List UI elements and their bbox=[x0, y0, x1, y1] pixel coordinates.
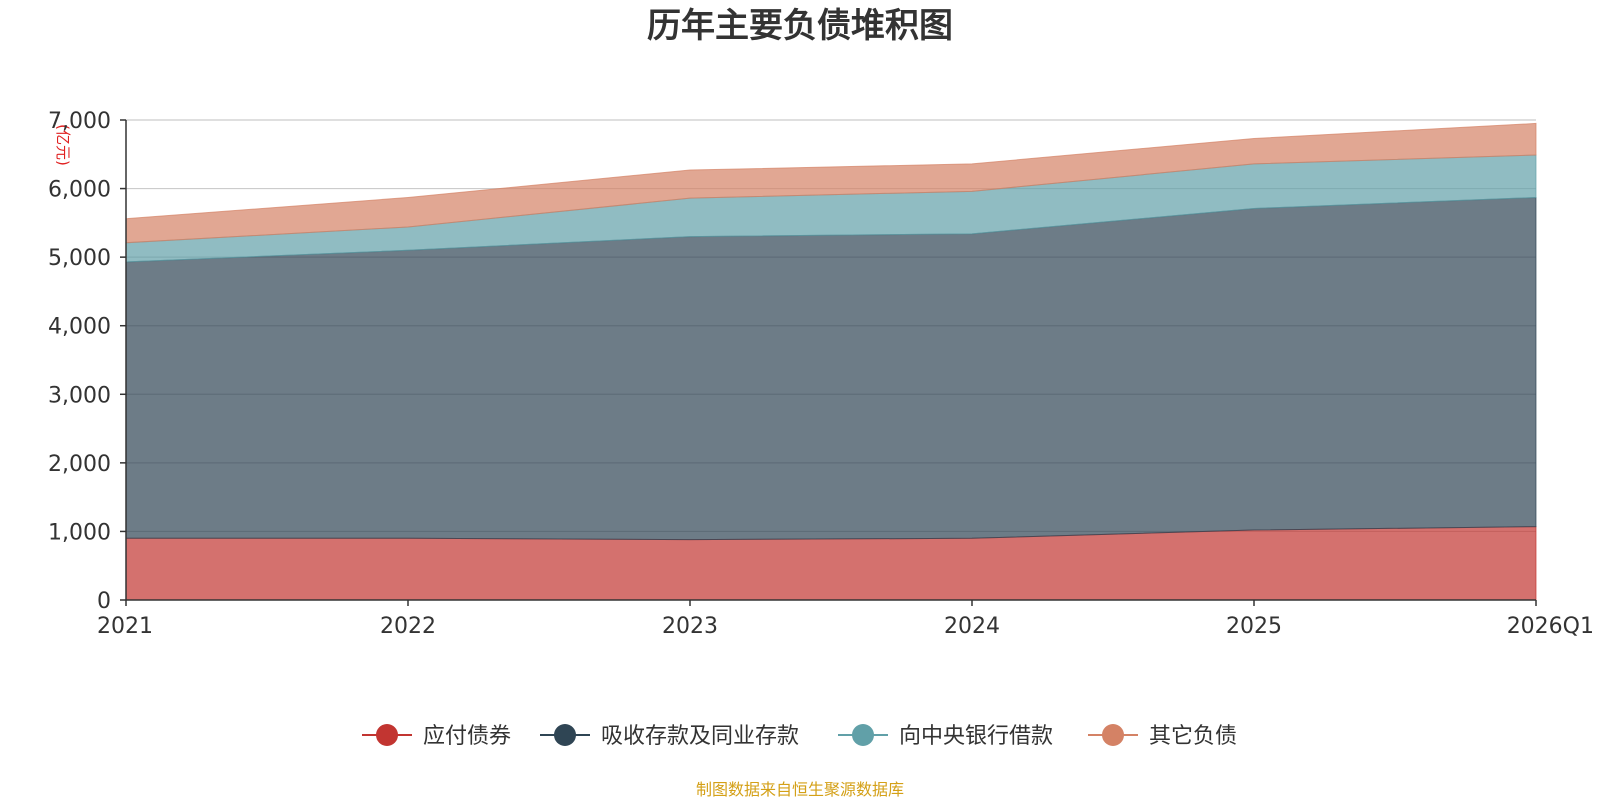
legend-label: 向中央银行借款 bbox=[899, 724, 1053, 749]
x-tick-label: 2026Q1 bbox=[1507, 614, 1594, 639]
legend-marker bbox=[376, 724, 398, 746]
legend-marker bbox=[554, 724, 576, 746]
legend-item-4[interactable]: 其它负债 bbox=[1088, 724, 1237, 749]
series-areas bbox=[125, 122, 1537, 601]
legend-item-2[interactable]: 吸收存款及同业存款 bbox=[540, 724, 799, 749]
legend-label: 吸收存款及同业存款 bbox=[601, 724, 799, 749]
chart-title: 历年主要负债堆积图 bbox=[647, 6, 953, 46]
legend-marker bbox=[852, 724, 874, 746]
x-tick-label: 2021 bbox=[97, 614, 153, 639]
y-tick-label: 5,000 bbox=[48, 246, 111, 271]
x-tick-label: 2022 bbox=[380, 614, 436, 639]
legend-item-3[interactable]: 向中央银行借款 bbox=[838, 724, 1053, 749]
y-tick-label: 4,000 bbox=[48, 315, 111, 340]
legend-label: 应付债券 bbox=[423, 724, 511, 749]
y-tick-label: 0 bbox=[97, 589, 111, 614]
y-tick-label: 2,000 bbox=[48, 452, 111, 477]
axes bbox=[125, 120, 1536, 601]
y-tick-label: 3,000 bbox=[48, 383, 111, 408]
y-tick-label: 1,000 bbox=[48, 520, 111, 545]
area-series-4 bbox=[125, 122, 1537, 244]
y-axis-unit-label: (亿元) bbox=[54, 124, 72, 166]
y-axis-ticks: 0 1,000 2,000 3,000 4,000 5,000 6,000 7,000 bbox=[48, 109, 126, 614]
legend-marker bbox=[1102, 724, 1124, 746]
legend: 应付债券 吸收存款及同业存款 向中央银行借款 其它负债 bbox=[362, 724, 1237, 749]
x-tick-label: 2024 bbox=[944, 614, 1000, 639]
legend-label: 其它负债 bbox=[1149, 724, 1237, 749]
legend-item-1[interactable]: 应付债券 bbox=[362, 724, 511, 749]
x-tick-label: 2025 bbox=[1226, 614, 1282, 639]
y-tick-label: 7,000 bbox=[48, 109, 111, 134]
source-note: 制图数据来自恒生聚源数据库 bbox=[696, 780, 904, 799]
x-tick-label: 2023 bbox=[662, 614, 718, 639]
x-axis-ticks: 2021 2022 2023 2024 2025 2026Q1 bbox=[97, 600, 1594, 639]
y-tick-label: 6,000 bbox=[48, 178, 111, 203]
